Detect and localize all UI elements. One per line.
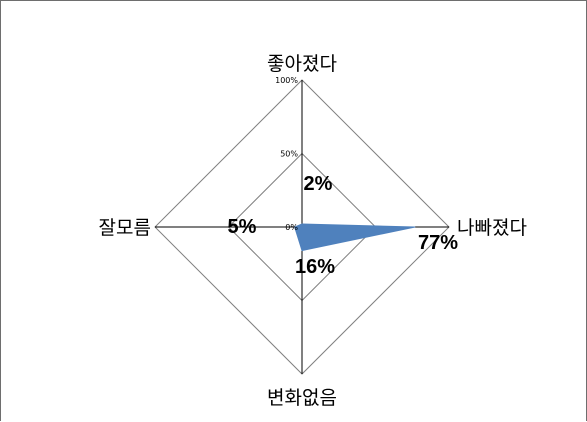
tick-label: 100% [275, 76, 298, 85]
data-label: 5% [228, 216, 257, 238]
data-label: 2% [304, 173, 333, 195]
category-label: 잘모름 [99, 217, 151, 239]
category-label: 좋아졌다 [267, 53, 337, 75]
tick-label: 50% [280, 150, 298, 159]
series-area [294, 223, 416, 252]
data-label: 16% [295, 256, 335, 278]
radar-series [294, 223, 416, 252]
tick-label: 0% [285, 223, 298, 232]
data-label: 77% [418, 232, 458, 254]
category-label: 변화없음 [267, 387, 337, 409]
category-label: 나빠졌다 [457, 217, 527, 239]
